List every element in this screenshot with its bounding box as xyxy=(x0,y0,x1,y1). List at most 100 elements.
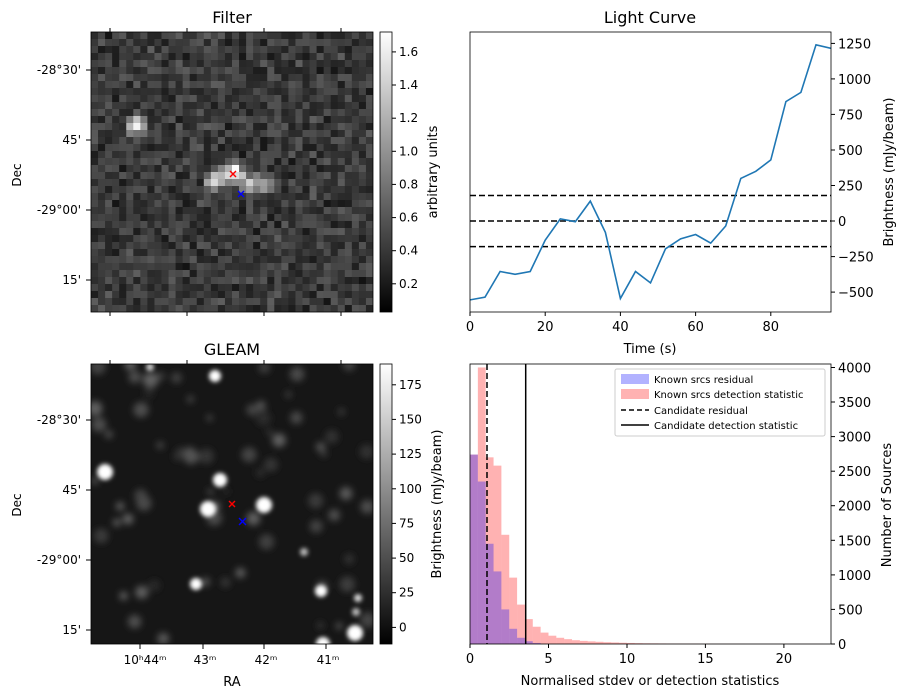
filter-pixel xyxy=(168,74,176,82)
filter-pixel xyxy=(337,270,346,278)
histogram-bar xyxy=(501,609,510,644)
filter-pixel xyxy=(119,179,127,187)
filter-pixel xyxy=(330,207,339,215)
filter-pixel xyxy=(260,102,268,110)
filter-pixel xyxy=(281,263,289,271)
filter-pixel xyxy=(126,46,134,54)
filter-pixel xyxy=(203,165,212,173)
filter-pixel xyxy=(224,144,233,152)
filter-pixel xyxy=(133,102,141,110)
filter-pixel xyxy=(126,242,134,250)
filter-pixel xyxy=(210,256,219,264)
filter-pixel xyxy=(344,291,353,299)
filter-pixel xyxy=(189,46,198,54)
filter-pixel xyxy=(365,109,373,117)
filter-pixel xyxy=(260,221,268,229)
histogram-bar xyxy=(470,454,478,644)
filter-pixel xyxy=(281,284,289,292)
gleam-noise-blob xyxy=(255,410,272,426)
filter-pixel xyxy=(344,137,353,145)
filter-pixel xyxy=(309,67,317,75)
filter-pixel xyxy=(288,102,296,110)
gleam-source xyxy=(190,578,202,590)
filter-pixel xyxy=(98,74,106,82)
filter-pixel xyxy=(126,123,134,131)
filter-pixel xyxy=(330,81,339,89)
filter-pixel xyxy=(281,158,289,166)
filter-pixel xyxy=(112,235,120,243)
filter-pixel xyxy=(344,88,353,96)
gleam-noise-blob xyxy=(186,395,194,403)
filter-pixel xyxy=(105,102,113,110)
filter-pixel xyxy=(337,235,346,243)
filter-pixel xyxy=(344,116,353,124)
filter-pixel xyxy=(147,165,155,173)
filter-pixel xyxy=(203,305,212,312)
filter-pixel xyxy=(288,116,296,124)
filter-pixel xyxy=(161,46,169,54)
filter-pixel xyxy=(351,53,360,61)
filter-pixel xyxy=(246,200,254,208)
filter-pixel xyxy=(253,88,261,96)
filter-pixel xyxy=(337,46,346,54)
gleam-noise-blob xyxy=(115,501,125,511)
filter-pixel xyxy=(203,179,212,187)
filter-pixel xyxy=(196,39,205,47)
filter-pixel xyxy=(161,298,169,306)
filter-pixel xyxy=(246,291,254,299)
filter-pixel xyxy=(175,242,183,250)
filter-pixel xyxy=(98,249,106,257)
filter-pixel xyxy=(98,256,106,264)
filter-pixel xyxy=(154,116,162,124)
filter-pixel xyxy=(281,165,289,173)
filter-pixel xyxy=(119,116,127,124)
filter-pixel xyxy=(358,200,367,208)
filter-pixel xyxy=(133,291,141,299)
filter-pixel xyxy=(98,130,106,138)
filter-pixel xyxy=(119,144,127,152)
filter-pixel xyxy=(358,242,367,250)
gleam-noise-blob xyxy=(128,370,141,384)
filter-pixel xyxy=(126,67,134,75)
filter-pixel xyxy=(358,95,367,103)
gleam-candidate-marker-red xyxy=(228,500,236,508)
filter-pixel xyxy=(175,165,183,173)
filter-pixel xyxy=(288,137,296,145)
filter-pixel xyxy=(98,53,106,61)
filter-pixel xyxy=(239,158,247,166)
filter-pixel xyxy=(365,179,373,187)
filter-pixel xyxy=(295,179,303,187)
filter-pixel xyxy=(224,249,233,257)
gleam-source xyxy=(316,637,330,644)
filter-pixel xyxy=(175,53,183,61)
filter-pixel xyxy=(105,67,113,75)
filter-pixel xyxy=(224,298,233,306)
filter-pixel xyxy=(105,109,113,117)
filter-pixel xyxy=(358,298,367,306)
filter-pixel xyxy=(210,228,219,236)
filter-pixel xyxy=(302,81,310,89)
filter-pixel xyxy=(267,109,275,117)
filter-pixel xyxy=(133,207,141,215)
filter-pixel xyxy=(232,116,240,124)
filter-pixel xyxy=(98,109,106,117)
filter-pixel xyxy=(196,116,205,124)
filter-pixel xyxy=(344,32,353,40)
filter-pixel xyxy=(196,277,205,285)
filter-pixel xyxy=(133,74,141,82)
filter-pixel xyxy=(217,214,226,222)
filter-pixel xyxy=(154,109,162,117)
legend-label-residual: Known srcs residual xyxy=(654,375,753,386)
filter-pixel xyxy=(126,109,134,117)
filter-pixel xyxy=(224,151,233,159)
histogram-axes-frame xyxy=(469,363,832,645)
gleam-noise-blob xyxy=(91,401,103,416)
filter-pixel xyxy=(246,270,254,278)
gleam-noise-blob xyxy=(289,366,305,382)
filter-pixel xyxy=(309,235,317,243)
filter-pixel xyxy=(182,235,190,243)
filter-pixel xyxy=(175,214,183,222)
filter-pixel xyxy=(119,137,127,145)
filter-pixel xyxy=(224,221,233,229)
filter-pixel xyxy=(203,67,212,75)
